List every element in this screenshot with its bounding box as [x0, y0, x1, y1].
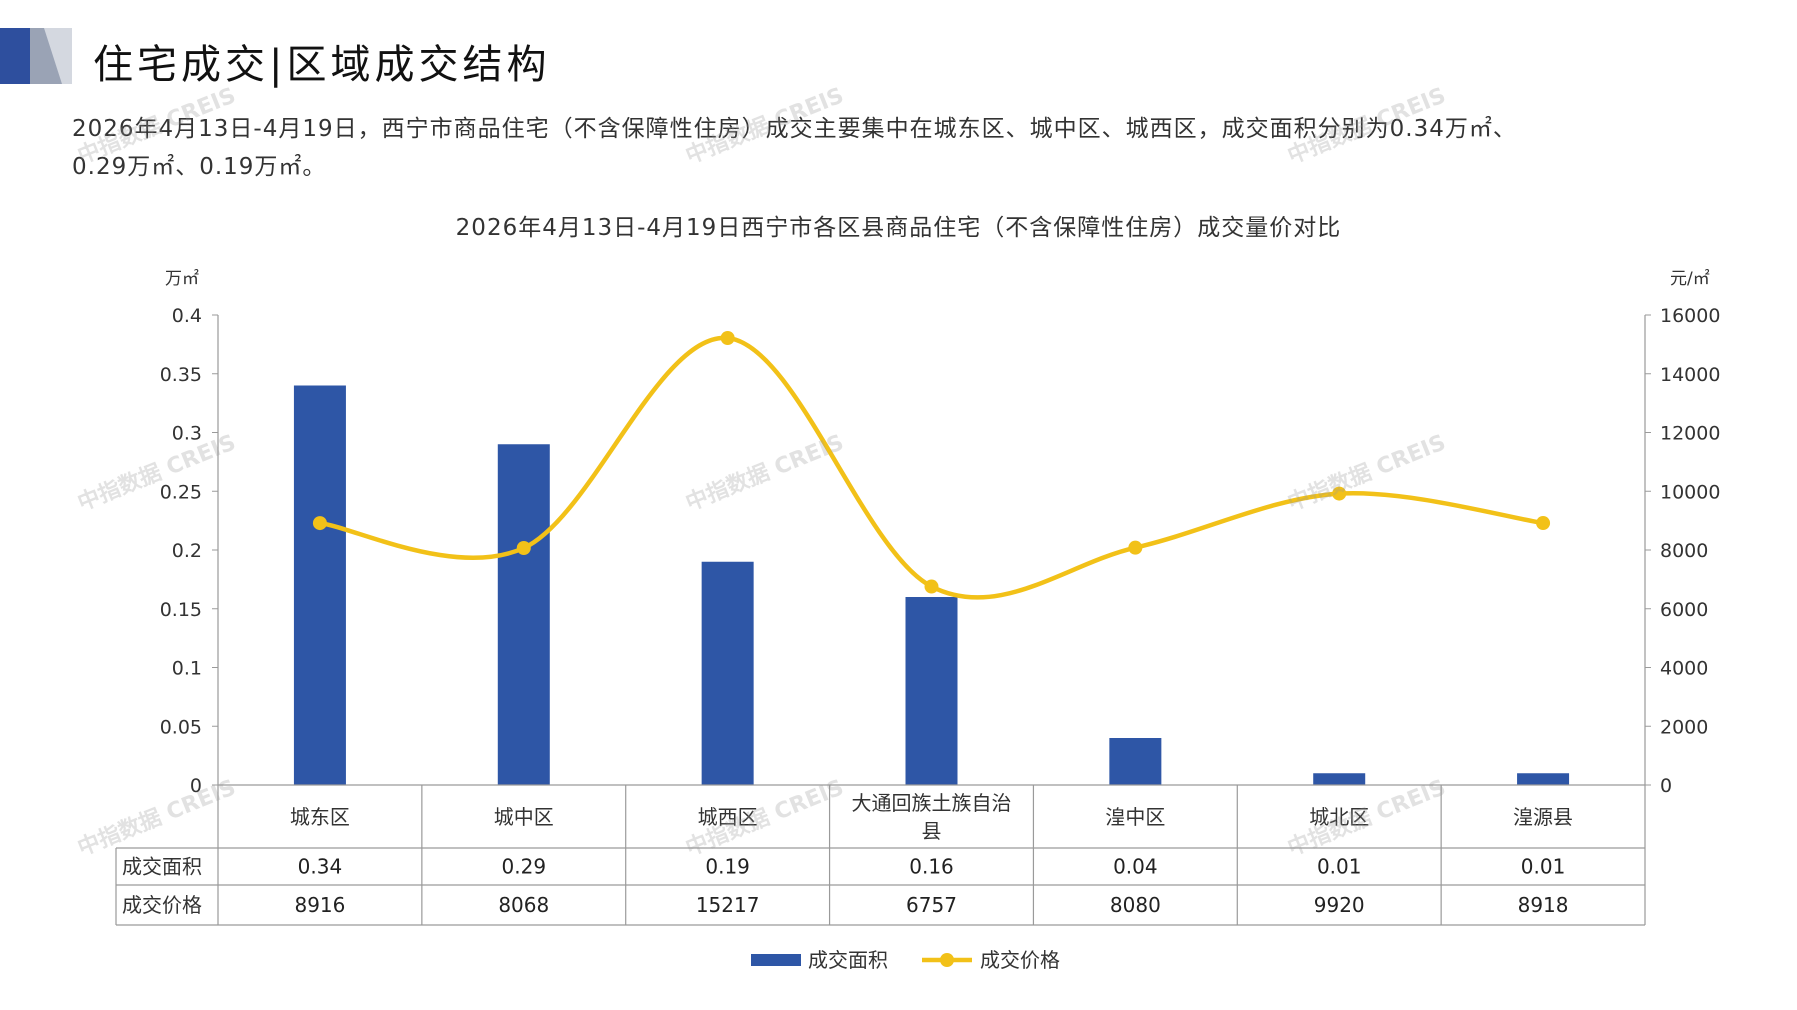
table-price-value: 8080 — [1110, 893, 1161, 917]
table-price-value: 8916 — [294, 893, 345, 917]
legend-line-marker — [940, 953, 954, 967]
table-area-value: 0.29 — [502, 855, 547, 879]
bar-5 — [1109, 738, 1162, 785]
price-point-3 — [720, 331, 735, 346]
right-axis-tick-label: 6000 — [1660, 599, 1708, 621]
left-axis-unit: 万㎡ — [165, 269, 199, 289]
category-label: 城西区 — [698, 805, 758, 829]
header-decoration-icon — [0, 28, 72, 84]
right-axis-tick-label: 4000 — [1660, 658, 1708, 680]
price-point-5 — [1128, 540, 1143, 555]
right-axis-tick-label: 12000 — [1660, 423, 1720, 445]
price-point-2 — [516, 541, 531, 556]
category-label-line-2: 县 — [922, 819, 942, 843]
chart-title: 2026年4月13日-4月19日西宁市各区县商品住宅（不含保障性住房）成交量价对… — [455, 215, 1342, 241]
bar-4 — [905, 597, 958, 785]
price-point-1 — [312, 516, 327, 531]
summary-line-2: 0.29万㎡、0.19万㎡。 — [72, 154, 327, 180]
category-label: 城北区 — [1309, 805, 1369, 829]
left-axis-tick-label: 0.3 — [172, 423, 202, 445]
table-price-value: 8068 — [498, 893, 549, 917]
table-series-name-price: 成交价格 — [122, 893, 202, 917]
table-price-value: 6757 — [906, 893, 957, 917]
table-area-value: 0.04 — [1113, 855, 1158, 879]
legend-bar-swatch — [751, 954, 801, 966]
page-title: 住宅成交|区域成交结构 — [93, 42, 551, 88]
bar-6 — [1313, 773, 1366, 785]
left-axis-tick-label: 0 — [190, 775, 202, 797]
price-point-6 — [1332, 486, 1347, 501]
bar-3 — [701, 561, 754, 785]
right-axis-tick-label: 2000 — [1660, 716, 1708, 738]
table-area-value: 0.19 — [705, 855, 750, 879]
category-label: 湟中区 — [1105, 805, 1165, 829]
bar-2 — [497, 444, 550, 785]
left-axis-tick-label: 0.4 — [172, 305, 202, 327]
right-axis-tick-label: 16000 — [1660, 305, 1720, 327]
table-area-value: 0.34 — [298, 855, 343, 879]
header: 住宅成交|区域成交结构 — [0, 14, 1797, 94]
table-area-value: 0.01 — [1317, 855, 1362, 879]
left-axis-tick-label: 0.1 — [172, 658, 202, 680]
right-axis-tick-label: 0 — [1660, 775, 1672, 797]
bar-7 — [1517, 773, 1570, 785]
right-axis-tick-label: 8000 — [1660, 540, 1708, 562]
legend-bar-label: 成交面积 — [808, 948, 888, 972]
price-point-4 — [924, 579, 939, 594]
left-axis-tick-label: 0.05 — [160, 716, 202, 738]
left-axis-tick-label: 0.15 — [160, 599, 202, 621]
table-price-value: 8918 — [1518, 893, 1569, 917]
bar-1 — [293, 385, 346, 785]
table-price-value: 9920 — [1314, 893, 1365, 917]
table-price-value: 15217 — [696, 893, 760, 917]
table-area-value: 0.16 — [909, 855, 954, 879]
deco-shape-dark — [0, 28, 30, 84]
table-area-value: 0.01 — [1521, 855, 1566, 879]
summary-line-1: 2026年4月13日-4月19日，西宁市商品住宅（不含保障性住房）成交主要集中在… — [72, 116, 1517, 142]
summary-text: 2026年4月13日-4月19日，西宁市商品住宅（不含保障性住房）成交主要集中在… — [72, 110, 1722, 186]
left-axis-tick-label: 0.2 — [172, 540, 202, 562]
category-label: 城东区 — [290, 805, 350, 829]
right-axis-tick-label: 10000 — [1660, 481, 1720, 503]
category-label: 城中区 — [494, 805, 554, 829]
right-axis-tick-label: 14000 — [1660, 364, 1720, 386]
price-point-7 — [1536, 516, 1551, 531]
left-axis-tick-label: 0.25 — [160, 481, 202, 503]
category-label-line-1: 大通回族土族自治 — [852, 791, 1012, 815]
legend-line-label: 成交价格 — [980, 948, 1060, 972]
left-axis-tick-label: 0.35 — [160, 364, 202, 386]
category-label: 湟源县 — [1513, 805, 1573, 829]
table-series-name-area: 成交面积 — [122, 855, 202, 879]
right-axis-unit: 元/㎡ — [1670, 269, 1710, 289]
price-line — [319, 335, 1544, 600]
